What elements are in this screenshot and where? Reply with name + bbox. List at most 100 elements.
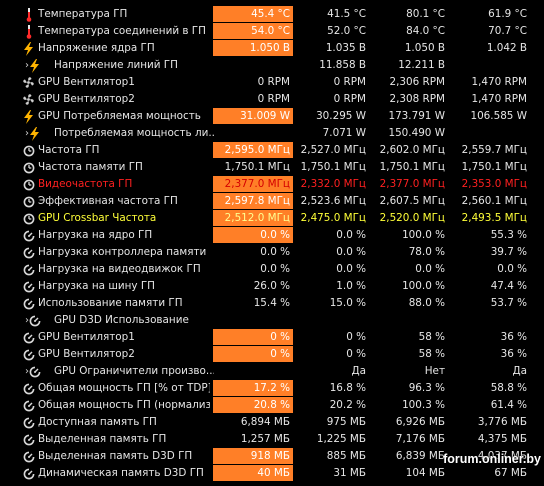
sensor-label: GPU Вентилятор2	[38, 348, 135, 360]
sensor-min-value: 15.0 %	[329, 297, 366, 309]
sensor-row[interactable]: Доступная память ГП 6,894 МБ 975 МБ 6,926 М…	[0, 414, 544, 431]
sensor-row[interactable]: GPU Вентилятор1 0 % 0 % 58 % 36 %	[0, 329, 544, 346]
sensor-min-value: 0.0 %	[336, 229, 366, 241]
sensor-label: Частота памяти ГП	[38, 161, 143, 173]
sensor-row[interactable]: Температура соединений в ГП 54.0 °C 52.0 °…	[0, 23, 544, 40]
lightning-icon	[22, 108, 35, 125]
expand-chevron-icon[interactable]: ›	[25, 366, 29, 377]
sensor-current-value: 15.4 %	[253, 297, 290, 309]
gauge-icon	[22, 346, 35, 363]
sensor-row[interactable]: GPU Вентилятор2 0 % 0 % 58 % 36 %	[0, 346, 544, 363]
sensor-label: Использование памяти ГП	[38, 297, 183, 309]
sensor-avg-value: 36 %	[500, 348, 527, 360]
sensor-max-value: 0.0 %	[415, 263, 445, 275]
sensor-avg-value: 1,750.1 МГц	[461, 161, 527, 173]
sensor-min-value: 885 МБ	[326, 450, 366, 462]
sensor-label: Частота ГП	[38, 144, 100, 156]
sensor-current-value: 20.8 %	[213, 397, 293, 413]
sensor-row[interactable]: Видеочастота ГП 2,377.0 МГц 2,332.0 МГц 2,3…	[0, 176, 544, 193]
sensor-row[interactable]: Напряжение ядра ГП 1.050 В 1.035 В 1.050 В 1…	[0, 40, 544, 57]
sensor-max-value: 84.0 °C	[406, 25, 445, 37]
sensor-current-value: 2,595.0 МГц	[213, 142, 293, 158]
sensor-min-value: Да	[351, 365, 367, 377]
sensor-max-value: 6,839 МБ	[395, 450, 445, 462]
sensor-current-value: 0 %	[213, 346, 293, 362]
sensor-max-value: 1.050 В	[404, 42, 445, 54]
sensor-max-value: 58 %	[418, 331, 445, 343]
sensor-label: Нагрузка на шину ГП	[38, 280, 155, 292]
sensor-row[interactable]: Общая мощность ГП (нормализ... 20.8 % 20.2…	[0, 397, 544, 414]
sensor-min-value: 2,332.0 МГц	[300, 178, 366, 190]
sensor-current-value: 0 %	[213, 329, 293, 345]
watermark: forum.onliner.by	[443, 452, 541, 466]
sensor-row[interactable]: Динамическая память D3D ГП 40 МБ 31 МБ 104 …	[0, 465, 544, 482]
sensor-current-value: 918 МБ	[213, 448, 293, 464]
sensor-max-value: 80.1 °C	[406, 8, 445, 20]
sensor-row[interactable]: Нагрузка на ядро ГП 0.0 % 0.0 % 100.0 % 55.3…	[0, 227, 544, 244]
sensor-row[interactable]: Нагрузка контроллера памяти ГП 0.0 % 0.0 %…	[0, 244, 544, 261]
sensor-row[interactable]: Выделенная память ГП 1,257 МБ 1,225 МБ 7,17…	[0, 431, 544, 448]
sensor-row[interactable]: › GPU D3D Использование	[0, 312, 544, 329]
sensor-min-value: 52.0 °C	[327, 25, 366, 37]
sensor-label: GPU D3D Использование	[54, 314, 189, 326]
sensor-row[interactable]: Частота ГП 2,595.0 МГц 2,527.0 МГц 2,602.0 …	[0, 142, 544, 159]
sensor-label: Напряжение линий ГП	[54, 59, 178, 71]
sensor-min-value: 16.8 %	[329, 382, 366, 394]
sensor-current-value	[213, 312, 293, 328]
sensor-row[interactable]: Выделенная память D3D ГП 918 МБ 885 МБ 6,83…	[0, 448, 544, 465]
gauge-icon	[22, 380, 35, 397]
sensor-max-value: 150.490 W	[388, 127, 445, 139]
fan-icon	[22, 74, 35, 91]
sensor-label: GPU Crossbar Частота	[38, 212, 157, 224]
sensor-row[interactable]: Температура ГП 45.4 °C 41.5 °C 80.1 °C 61.9 …	[0, 6, 544, 23]
sensor-label: Общая мощность ГП (нормализ...	[38, 399, 210, 411]
sensor-max-value: 2,520.0 МГц	[379, 212, 445, 224]
gauge-icon	[22, 227, 35, 244]
sensor-avg-value: 4,037 МБ	[477, 450, 527, 462]
sensor-min-value	[295, 312, 369, 328]
sensor-row[interactable]: Эффективная частота ГП 2,597.8 МГц 2,523.6…	[0, 193, 544, 210]
sensor-label: Нагрузка на видеодвижок ГП	[38, 263, 201, 275]
sensor-max-value: 100.0 %	[402, 280, 445, 292]
sensor-row[interactable]: Частота памяти ГП 1,750.1 МГц 1,750.1 МГц 1…	[0, 159, 544, 176]
expand-chevron-icon[interactable]: ›	[25, 60, 29, 71]
sensor-current-value: 0.0 %	[260, 263, 290, 275]
sensor-label: Нагрузка контроллера памяти ГП	[38, 246, 210, 258]
sensor-avg-value: 4,375 МБ	[477, 433, 527, 445]
sensor-row[interactable]: GPU Crossbar Частота 2,512.0 МГц 2,475.0 М…	[0, 210, 544, 227]
sensor-row[interactable]: GPU Вентилятор2 0 RPM 0 RPM 2,308 RPM 1,470 …	[0, 91, 544, 108]
lightning-icon	[28, 125, 41, 142]
sensor-current-value: 45.4 °C	[213, 6, 293, 22]
sensor-row[interactable]: Общая мощность ГП [% от TDP] 17.2 % 16.8 %…	[0, 380, 544, 397]
sensor-row[interactable]: › Потребляемая мощность ли... 7.071 W 150.4…	[0, 125, 544, 142]
sensor-min-value: 0 %	[346, 348, 366, 360]
sensor-row[interactable]: Нагрузка на шину ГП 26.0 % 1.0 % 100.0 % 47.…	[0, 278, 544, 295]
sensor-row[interactable]: › Напряжение линий ГП 11.858 В 12.211 В	[0, 57, 544, 74]
expand-chevron-icon[interactable]: ›	[25, 128, 29, 139]
sensor-row[interactable]: GPU Потребляемая мощность 31.009 W 30.295 …	[0, 108, 544, 125]
sensor-avg-value: 2,560.1 МГц	[461, 195, 527, 207]
gauge-icon	[22, 448, 35, 465]
sensor-row[interactable]: GPU Вентилятор1 0 RPM 0 RPM 2,306 RPM 1,470 …	[0, 74, 544, 91]
gauge-icon	[22, 295, 35, 312]
sensor-row[interactable]: › GPU Ограничители произво... Да Нет Да	[0, 363, 544, 380]
sensor-max-value: 2,377.0 МГц	[379, 178, 445, 190]
sensor-current-value: 0 RPM	[257, 76, 290, 88]
sensor-current-value: 26.0 %	[253, 280, 290, 292]
sensor-min-value: 11.858 В	[319, 59, 366, 71]
sensor-max-value: 78.0 %	[408, 246, 445, 258]
sensor-label: Напряжение ядра ГП	[38, 42, 155, 54]
gauge-icon	[28, 312, 41, 329]
sensor-current-value: 1,750.1 МГц	[224, 161, 290, 173]
expand-chevron-icon[interactable]: ›	[25, 315, 29, 326]
sensor-label: GPU Потребляемая мощность	[38, 110, 201, 122]
sensor-row[interactable]: Использование памяти ГП 15.4 % 15.0 % 88.0 …	[0, 295, 544, 312]
sensor-max-value: 58 %	[418, 348, 445, 360]
gauge-icon	[22, 244, 35, 261]
sensor-current-value: 40 МБ	[213, 465, 293, 481]
sensor-avg-value: 67 МБ	[494, 467, 527, 479]
sensor-avg-value: 55.3 %	[490, 229, 527, 241]
sensor-row[interactable]: Нагрузка на видеодвижок ГП 0.0 % 0.0 % 0.0 …	[0, 261, 544, 278]
sensor-avg-value: 3,776 МБ	[477, 416, 527, 428]
sensor-current-value: 0.0 %	[213, 227, 293, 243]
